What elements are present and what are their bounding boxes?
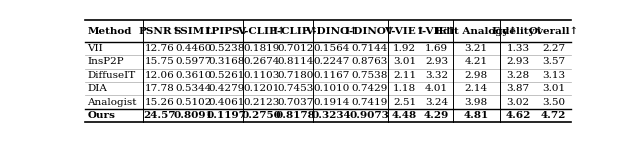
Text: 3.01: 3.01 [393, 58, 416, 66]
Text: LPIPS↓: LPIPS↓ [205, 27, 249, 36]
Text: 4.21: 4.21 [465, 58, 488, 66]
Text: Edit Analogy↑: Edit Analogy↑ [435, 26, 517, 36]
Text: PSNR↑: PSNR↑ [138, 27, 181, 36]
Text: 0.3610: 0.3610 [175, 71, 211, 80]
Text: 0.3168: 0.3168 [209, 58, 245, 66]
Text: 4.48: 4.48 [392, 111, 417, 120]
Text: 15.26: 15.26 [145, 98, 175, 107]
Text: 17.78: 17.78 [145, 84, 175, 93]
Text: 1.69: 1.69 [425, 44, 448, 53]
Text: 0.8178: 0.8178 [276, 111, 316, 120]
Text: 3.01: 3.01 [542, 84, 565, 93]
Text: 0.7037: 0.7037 [278, 98, 314, 107]
Text: 3.24: 3.24 [425, 98, 448, 107]
Text: 0.2750: 0.2750 [241, 111, 281, 120]
Text: 0.4460: 0.4460 [175, 44, 211, 53]
Text: 0.5977: 0.5977 [175, 58, 211, 66]
Text: 0.2247: 0.2247 [314, 58, 349, 66]
Text: 0.7180: 0.7180 [278, 71, 314, 80]
Text: 0.7012: 0.7012 [278, 44, 314, 53]
Text: 12.76: 12.76 [145, 44, 175, 53]
Text: Overall↑: Overall↑ [529, 27, 579, 36]
Text: 3.13: 3.13 [542, 71, 565, 80]
Text: 0.2123: 0.2123 [243, 98, 280, 107]
Text: 0.7453: 0.7453 [278, 84, 314, 93]
Text: Method: Method [88, 27, 132, 36]
Text: 0.4279: 0.4279 [209, 84, 245, 93]
Text: 3.87: 3.87 [506, 84, 529, 93]
Text: 12.06: 12.06 [145, 71, 175, 80]
Text: 2.14: 2.14 [465, 84, 488, 93]
Text: I-VIE↑: I-VIE↑ [417, 27, 456, 36]
Text: 2.51: 2.51 [393, 98, 416, 107]
Text: 4.72: 4.72 [541, 111, 566, 120]
Text: 4.62: 4.62 [505, 111, 531, 120]
Text: 4.81: 4.81 [463, 111, 489, 120]
Text: 0.8091: 0.8091 [173, 111, 213, 120]
Text: I-CLIP↑: I-CLIP↑ [273, 27, 319, 36]
Text: Fidelity↑: Fidelity↑ [492, 26, 544, 36]
Text: 0.7144: 0.7144 [351, 44, 388, 53]
Text: 0.1010: 0.1010 [314, 84, 349, 93]
Text: 3.98: 3.98 [465, 98, 488, 107]
Text: 2.27: 2.27 [542, 44, 565, 53]
Text: 0.9073: 0.9073 [349, 111, 389, 120]
Text: 0.3234: 0.3234 [312, 111, 351, 120]
Text: 0.8114: 0.8114 [278, 58, 314, 66]
Text: 3.21: 3.21 [465, 44, 488, 53]
Text: 0.7419: 0.7419 [351, 98, 388, 107]
Text: 0.1201: 0.1201 [243, 84, 280, 93]
Text: 1.18: 1.18 [393, 84, 416, 93]
Text: 4.29: 4.29 [424, 111, 449, 120]
Text: 0.7538: 0.7538 [351, 71, 388, 80]
Text: 0.1819: 0.1819 [243, 44, 280, 53]
Text: DIA: DIA [88, 84, 108, 93]
Text: 0.8763: 0.8763 [351, 58, 388, 66]
Text: 0.5261: 0.5261 [209, 71, 245, 80]
Text: 2.93: 2.93 [425, 58, 448, 66]
Text: 1.92: 1.92 [393, 44, 416, 53]
Text: 0.1564: 0.1564 [314, 44, 349, 53]
Text: 0.7429: 0.7429 [351, 84, 388, 93]
Text: 3.32: 3.32 [425, 71, 448, 80]
Text: 2.98: 2.98 [465, 71, 488, 80]
Text: 0.1197: 0.1197 [207, 111, 246, 120]
Text: 15.75: 15.75 [145, 58, 175, 66]
Text: 0.1167: 0.1167 [314, 71, 349, 80]
Text: 0.5238: 0.5238 [209, 44, 245, 53]
Text: 0.1103: 0.1103 [243, 71, 280, 80]
Text: DiffuseIT: DiffuseIT [88, 71, 136, 80]
Text: 3.50: 3.50 [542, 98, 565, 107]
Text: V-CLIP↑: V-CLIP↑ [237, 27, 285, 36]
Text: Ours: Ours [88, 111, 115, 120]
Text: InsP2P: InsP2P [88, 58, 124, 66]
Text: 24.57: 24.57 [143, 111, 176, 120]
Text: 3.02: 3.02 [506, 98, 529, 107]
Text: V-VIE↑: V-VIE↑ [384, 27, 425, 36]
Text: 2.11: 2.11 [393, 71, 416, 80]
Text: Analogist: Analogist [88, 98, 137, 107]
Text: 0.4061: 0.4061 [209, 98, 245, 107]
Text: 0.2674: 0.2674 [243, 58, 280, 66]
Text: 0.1914: 0.1914 [314, 98, 349, 107]
Text: 3.28: 3.28 [506, 71, 529, 80]
Text: 0.5102: 0.5102 [175, 98, 211, 107]
Text: VII: VII [88, 44, 103, 53]
Text: 1.33: 1.33 [506, 44, 529, 53]
Text: I-DINO↑: I-DINO↑ [344, 27, 395, 36]
Text: V-DINO↑: V-DINO↑ [305, 27, 358, 36]
Text: 2.93: 2.93 [506, 58, 529, 66]
Text: 3.57: 3.57 [542, 58, 565, 66]
Text: 4.01: 4.01 [425, 84, 448, 93]
Text: SSIM↑: SSIM↑ [173, 27, 213, 36]
Text: 0.5344: 0.5344 [175, 84, 211, 93]
